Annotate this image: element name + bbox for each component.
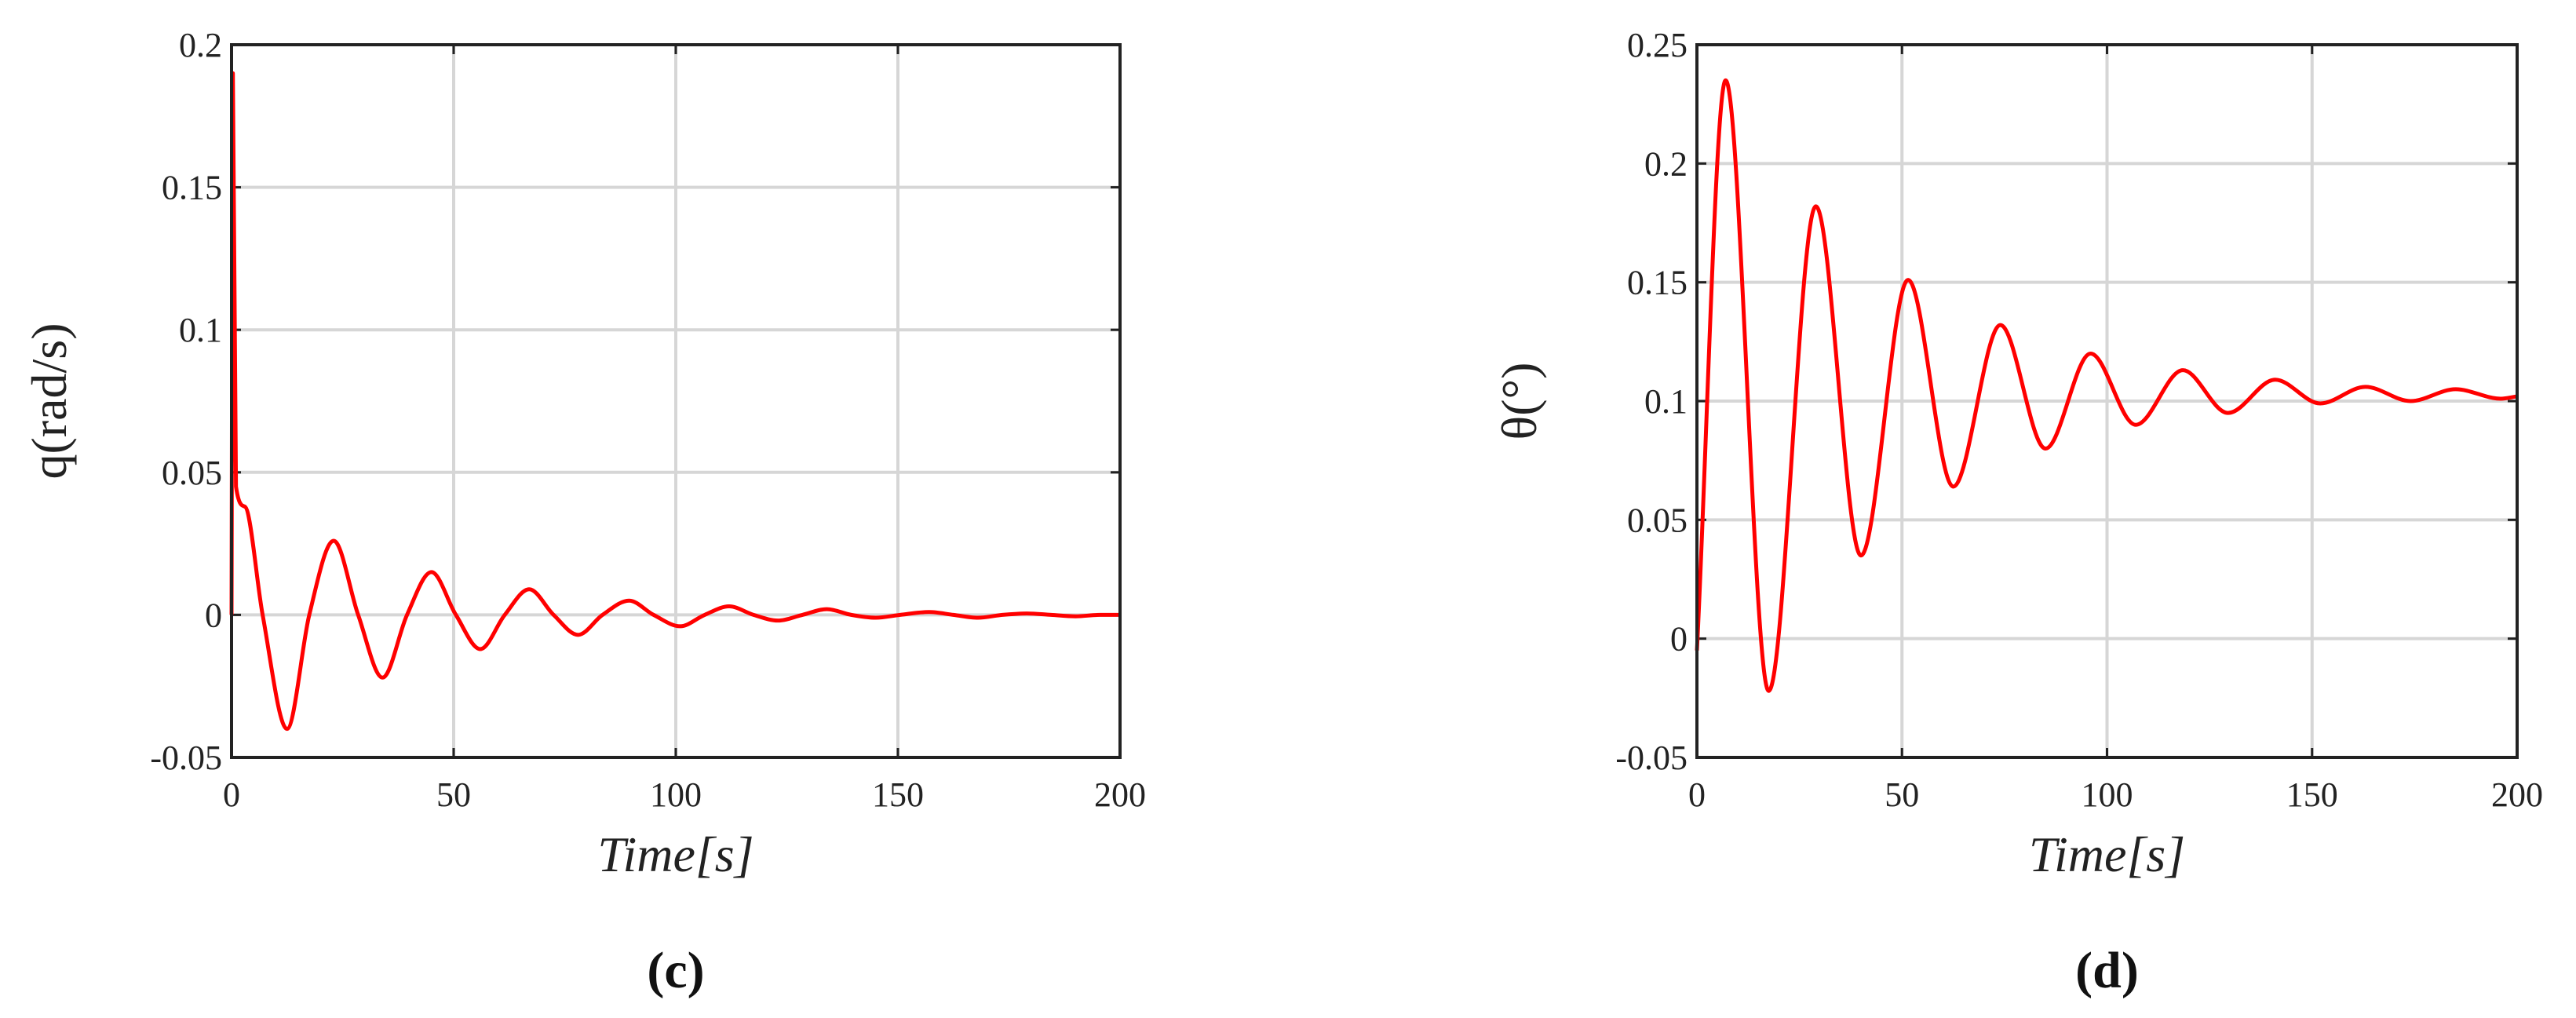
y-tick-label: -0.05 bbox=[150, 739, 222, 777]
x-axis-label: Time[s] bbox=[597, 826, 753, 882]
x-axis-label: Time[s] bbox=[2029, 826, 2185, 882]
y-tick-label: 0.1 bbox=[179, 311, 222, 349]
y-tick-label: 0.2 bbox=[1644, 144, 1688, 183]
x-tick-label: 0 bbox=[1688, 775, 1706, 814]
y-tick-label: 0.1 bbox=[1644, 382, 1688, 421]
data-line bbox=[229, 71, 1120, 732]
y-tick-label: 0.05 bbox=[1627, 501, 1688, 539]
x-tick-label: 50 bbox=[1885, 775, 1919, 814]
panel-caption: (c) bbox=[647, 942, 704, 999]
y-tick-label: 0.15 bbox=[162, 169, 222, 207]
y-axis-label: q(rad/s) bbox=[21, 323, 77, 479]
y-tick-label: -0.05 bbox=[1615, 739, 1688, 777]
x-tick-label: 200 bbox=[2491, 775, 2543, 814]
panel-caption: (d) bbox=[2075, 942, 2139, 999]
x-tick-label: 50 bbox=[436, 775, 471, 814]
y-tick-label: 0.2 bbox=[179, 26, 222, 64]
plot-frame bbox=[230, 43, 1122, 759]
x-tick-label: 0 bbox=[223, 775, 240, 814]
y-tick-label: 0 bbox=[1670, 620, 1688, 659]
x-tick-label: 150 bbox=[872, 775, 924, 814]
data-line bbox=[1695, 78, 2518, 693]
y-tick-label: 0.05 bbox=[162, 454, 222, 492]
x-tick-label: 200 bbox=[1094, 775, 1146, 814]
y-axis-label: θ(°) bbox=[1491, 363, 1547, 440]
y-tick-label: 0.15 bbox=[1627, 264, 1688, 302]
x-tick-label: 150 bbox=[2286, 775, 2338, 814]
x-tick-label: 100 bbox=[2082, 775, 2133, 814]
x-tick-label: 100 bbox=[650, 775, 702, 814]
y-tick-label: 0 bbox=[205, 596, 222, 634]
plot-frame bbox=[1695, 43, 2519, 759]
y-tick-label: 0.25 bbox=[1627, 26, 1688, 64]
